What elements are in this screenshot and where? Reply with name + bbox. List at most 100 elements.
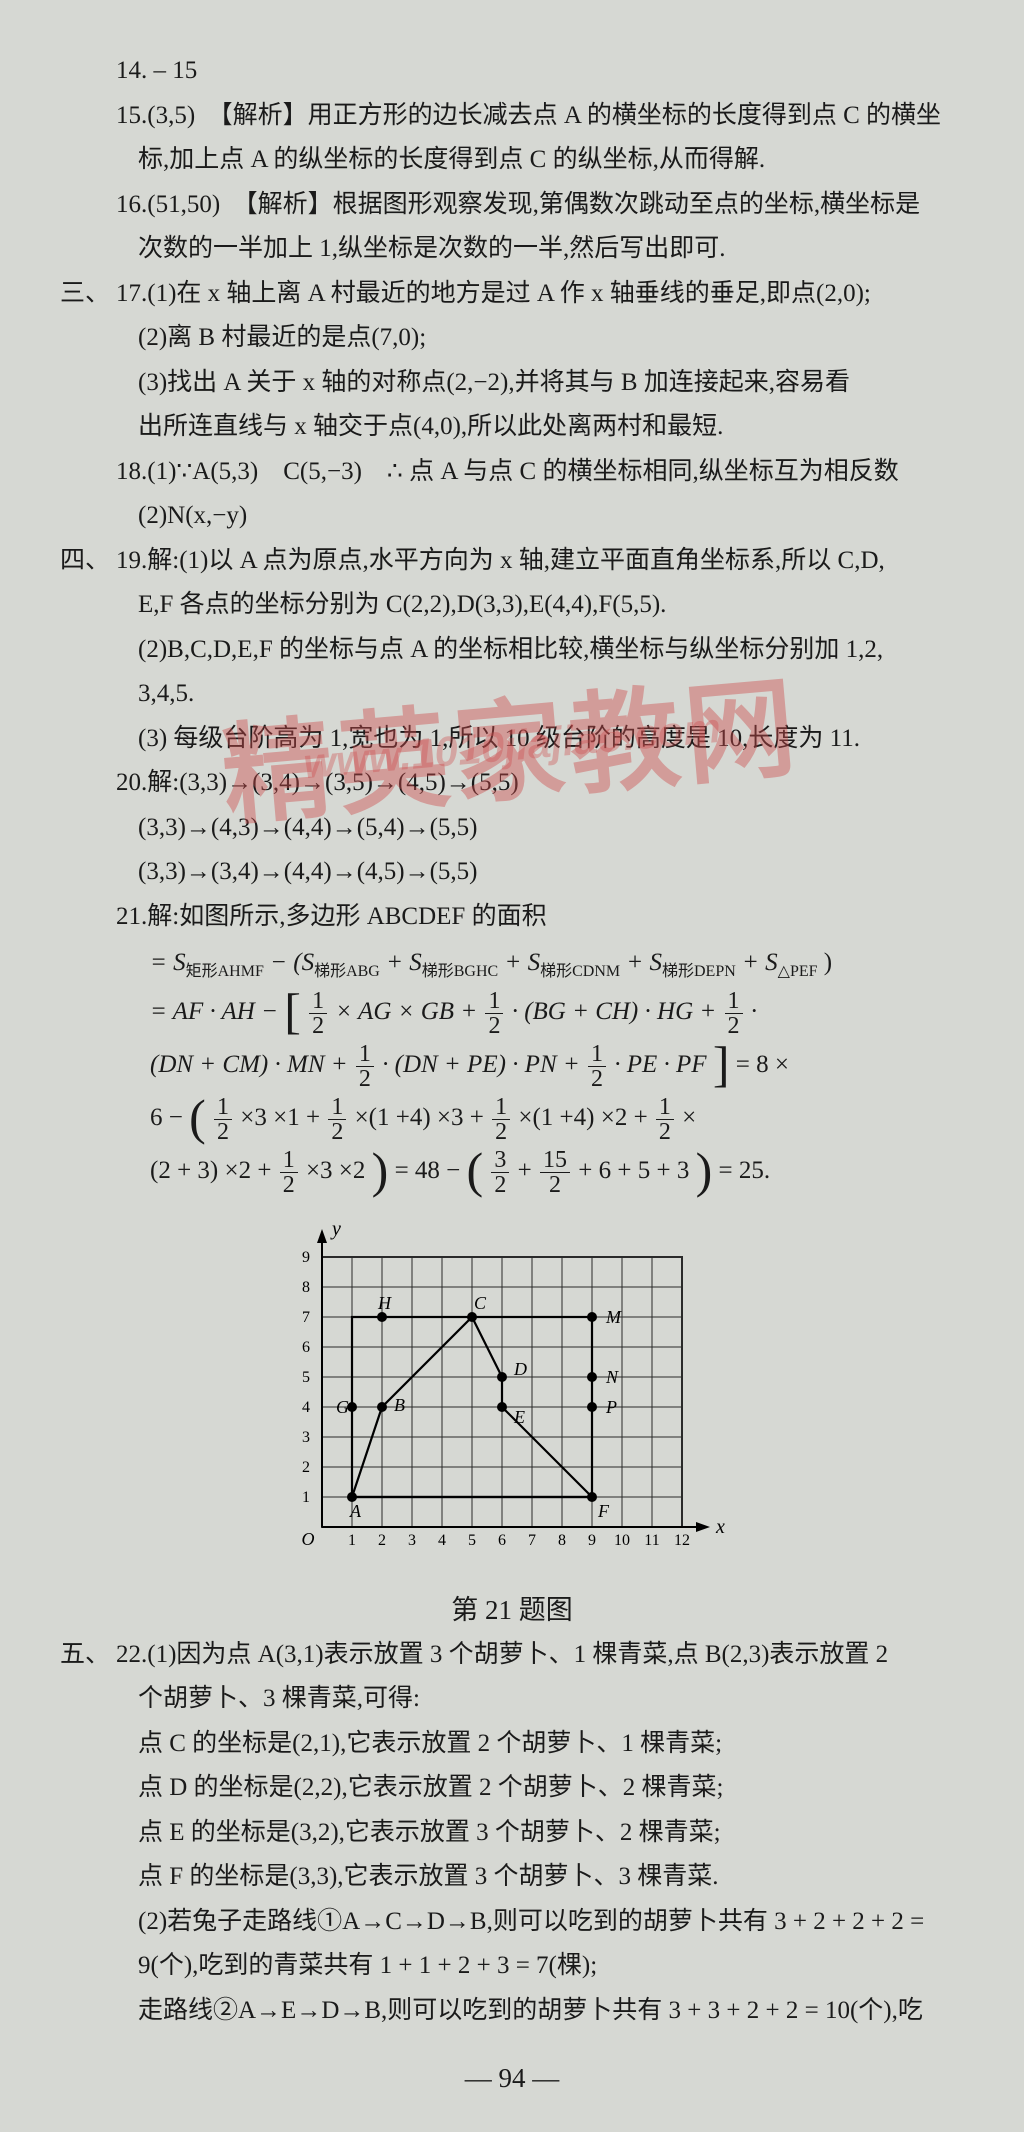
q14-text: – 15 bbox=[147, 57, 197, 84]
svg-text:M: M bbox=[605, 1307, 622, 1327]
q16-line1: 16.(51,50) 【解析】根据图形观察发现,第偶数次跳动至点的坐标,横坐标是 bbox=[60, 184, 964, 227]
section-5-marker: 五、 bbox=[60, 1634, 116, 1677]
frac-32: 32 bbox=[491, 1148, 509, 1197]
q16-line2: 次数的一半加上 1,纵坐标是次数的一半,然后写出即可. bbox=[60, 228, 964, 271]
svg-text:D: D bbox=[513, 1359, 527, 1379]
q22-line7: (2)若兔子走路线①A→C→D→B,则可以吃到的胡萝卜共有 3 + 2 + 2 … bbox=[60, 1901, 964, 1944]
q17-line2: (2)离 B 村最近的是点(7,0); bbox=[60, 317, 964, 360]
sec4-q19-line1: 四、19.解:(1)以 A 点为原点,水平方向为 x 轴,建立平面直角坐标系,所… bbox=[60, 540, 964, 583]
q21-m4b: ×3 ×1 + bbox=[240, 1104, 326, 1131]
svg-text:2: 2 bbox=[378, 1532, 386, 1549]
frac-half-5: 12 bbox=[588, 1042, 606, 1091]
q19-line4: 3,4,5. bbox=[60, 673, 964, 716]
q21-m1g: ) bbox=[824, 949, 832, 976]
chart-caption: 第 21 题图 bbox=[60, 1588, 964, 1634]
q21-sub1: 矩形AHMF bbox=[186, 963, 264, 980]
frac-half-3: 12 bbox=[725, 989, 743, 1038]
q21-m5d: + bbox=[518, 1157, 538, 1184]
q17-t1: (1)在 x 轴上离 A 村最近的地方是过 A 作 x 轴垂线的垂足,即点(2,… bbox=[147, 280, 871, 307]
svg-text:8: 8 bbox=[302, 1279, 310, 1296]
rparen2-icon: ) bbox=[696, 1142, 713, 1198]
q22-line5: 点 E 的坐标是(3,2),它表示放置 3 个胡萝卜、2 棵青菜; bbox=[60, 1812, 964, 1855]
q21-sub5: 梯形DEPN bbox=[662, 963, 736, 980]
q15-line1: 15.(3,5) 【解析】用正方形的边长减去点 A 的横坐标的长度得到点 C 的… bbox=[60, 95, 964, 138]
svg-text:3: 3 bbox=[408, 1532, 416, 1549]
sec5-q22-line1: 五、22.(1)因为点 A(3,1)表示放置 3 个胡萝卜、1 棵青菜,点 B(… bbox=[60, 1634, 964, 1677]
svg-text:H: H bbox=[377, 1293, 392, 1313]
svg-text:O: O bbox=[302, 1529, 315, 1549]
svg-text:11: 11 bbox=[644, 1532, 659, 1549]
svg-text:P: P bbox=[605, 1397, 617, 1417]
lparen-icon: ( bbox=[189, 1089, 206, 1145]
q17-line4: 出所连直线与 x 轴交于点(4,0),所以此处离两村和最短. bbox=[60, 406, 964, 449]
q21-m3d: = 8 × bbox=[736, 1051, 789, 1078]
frac-half-2: 12 bbox=[485, 989, 503, 1038]
q21-math-4: 6 − ( 12 ×3 ×1 + 12 ×(1 +4) ×3 + 12 ×(1 … bbox=[60, 1095, 964, 1144]
q21-chart: O123456789101112123456789xyABCDEFGHMNP bbox=[272, 1207, 752, 1567]
q19-num: 19. bbox=[116, 547, 147, 574]
q22-line9: 走路线②A→E→D→B,则可以吃到的胡萝卜共有 3 + 3 + 2 + 2 = … bbox=[60, 1990, 964, 2033]
q21-m1c: + S bbox=[386, 949, 422, 976]
q22-t1: (1)因为点 A(3,1)表示放置 3 个胡萝卜、1 棵青菜,点 B(2,3)表… bbox=[147, 1641, 888, 1668]
q21-m1b: − (S bbox=[270, 949, 314, 976]
frac-152: 152 bbox=[540, 1148, 570, 1197]
svg-text:C: C bbox=[474, 1293, 487, 1313]
svg-text:G: G bbox=[336, 1397, 349, 1417]
q21-sub2: 梯形ABG bbox=[314, 963, 380, 980]
q19-line2: E,F 各点的坐标分别为 C(2,2),D(3,3),E(4,4),F(5,5)… bbox=[60, 584, 964, 627]
q21-math-3: (DN + CM) · MN + 12 · (DN + PE) · PN + 1… bbox=[60, 1042, 964, 1091]
frac-half-9: 12 bbox=[656, 1095, 674, 1144]
svg-text:2: 2 bbox=[302, 1459, 310, 1476]
section-3-marker: 三、 bbox=[60, 273, 116, 316]
q20-num: 20. bbox=[116, 769, 147, 796]
lbracket-icon: [ bbox=[284, 983, 301, 1039]
svg-text:3: 3 bbox=[302, 1429, 310, 1446]
q15-line2: 标,加上点 A 的纵坐标的长度得到点 C 的纵坐标,从而得解. bbox=[60, 139, 964, 182]
svg-text:F: F bbox=[597, 1501, 610, 1521]
q21-m2c: · (BG + CH) · HG + bbox=[512, 998, 723, 1025]
q16-t1: (51,50) 【解析】根据图形观察发现,第偶数次跳动至点的坐标,横坐标是 bbox=[147, 191, 920, 218]
q18-line2: (2)N(x,−y) bbox=[60, 495, 964, 538]
rparen-icon: ) bbox=[372, 1142, 389, 1198]
q22-line2: 个胡萝卜、3 棵青菜,可得: bbox=[60, 1678, 964, 1721]
q21-t1: 解:如图所示,多边形 ABCDEF 的面积 bbox=[147, 903, 546, 930]
q21-m5a: (2 + 3) ×2 + bbox=[150, 1157, 278, 1184]
sec3-q17-line1: 三、17.(1)在 x 轴上离 A 村最近的地方是过 A 作 x 轴垂线的垂足,… bbox=[60, 273, 964, 316]
svg-text:5: 5 bbox=[302, 1369, 310, 1386]
q21-m3a: (DN + CM) · MN + bbox=[150, 1051, 354, 1078]
q21-math-1: = S矩形AHMF − (S梯形ABG + S梯形BGHC + S梯形CDNM … bbox=[60, 942, 964, 985]
q21-m5f: = 25. bbox=[719, 1157, 771, 1184]
chart-container: O123456789101112123456789xyABCDEFGHMNP bbox=[60, 1207, 964, 1582]
q18-num: 18. bbox=[116, 458, 147, 485]
q16-num: 16. bbox=[116, 191, 147, 218]
q21-m2d: · bbox=[751, 998, 757, 1025]
svg-text:7: 7 bbox=[528, 1532, 536, 1549]
q21-m3b: · (DN + PE) · PN + bbox=[382, 1051, 586, 1078]
frac-half-4: 12 bbox=[356, 1042, 374, 1091]
q19-line3: (2)B,C,D,E,F 的坐标与点 A 的坐标相比较,横坐标与纵坐标分别加 1… bbox=[60, 629, 964, 672]
frac-half-1: 12 bbox=[309, 989, 327, 1038]
q19-line5: (3) 每级台阶高为 1,宽也为 1,所以 10 级台阶的高度是 10,长度为 … bbox=[60, 718, 964, 761]
q14-line: 14. – 15 bbox=[60, 50, 964, 93]
q22-line4: 点 D 的坐标是(2,2),它表示放置 2 个胡萝卜、2 棵青菜; bbox=[60, 1767, 964, 1810]
svg-text:9: 9 bbox=[302, 1249, 310, 1266]
svg-text:6: 6 bbox=[498, 1532, 506, 1549]
q17-line3: (3)找出 A 关于 x 轴的对称点(2,−2),并将其与 B 加连接起来,容易… bbox=[60, 362, 964, 405]
grid-plot-svg: O123456789101112123456789xyABCDEFGHMNP bbox=[272, 1207, 752, 1567]
q21-m4c: ×(1 +4) ×3 + bbox=[355, 1104, 491, 1131]
rbracket-icon: ] bbox=[713, 1036, 730, 1092]
lparen2-icon: ( bbox=[467, 1142, 484, 1198]
svg-text:x: x bbox=[715, 1516, 725, 1538]
frac-half-6: 12 bbox=[214, 1095, 232, 1144]
svg-text:6: 6 bbox=[302, 1339, 310, 1356]
page-number: — 94 — bbox=[60, 2056, 964, 2102]
q21-m5b: ×3 ×2 bbox=[306, 1157, 365, 1184]
q21-m2b: × AG × GB + bbox=[335, 998, 483, 1025]
q22-line3: 点 C 的坐标是(2,1),它表示放置 2 个胡萝卜、1 棵青菜; bbox=[60, 1723, 964, 1766]
svg-text:8: 8 bbox=[558, 1532, 566, 1549]
q21-sub4: 梯形CDNM bbox=[540, 963, 620, 980]
q21-sub3: 梯形BGHC bbox=[422, 963, 498, 980]
svg-text:4: 4 bbox=[302, 1399, 310, 1416]
svg-text:1: 1 bbox=[348, 1532, 356, 1549]
q21-m4d: ×(1 +4) ×2 + bbox=[518, 1104, 654, 1131]
